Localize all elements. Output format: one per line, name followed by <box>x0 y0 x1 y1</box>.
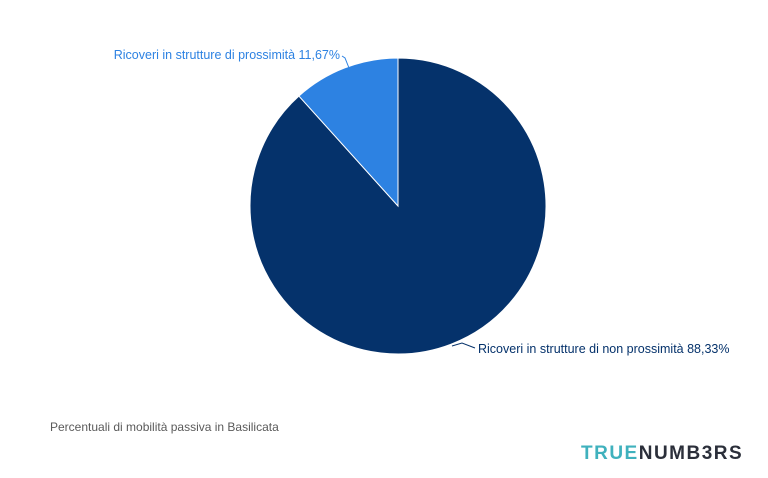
pie-connector-1 <box>341 55 350 69</box>
brand-logo-part2: NUMB3RS <box>638 443 744 464</box>
pie-chart: Ricoveri in strutture di non prossimità … <box>114 48 730 356</box>
pie-label-0: Ricoveri in strutture di non prossimità … <box>478 342 730 356</box>
chart-caption: Percentuali di mobilità passiva in Basil… <box>50 420 279 434</box>
brand-logo: TRUENUMB3RS <box>581 443 743 465</box>
pie-slice-1 <box>298 57 399 208</box>
pie-label-1: Ricoveri in strutture di prossimità 11,6… <box>114 48 340 62</box>
brand-logo-part1: TRUE <box>581 443 639 464</box>
pie-connector-0 <box>451 342 476 349</box>
